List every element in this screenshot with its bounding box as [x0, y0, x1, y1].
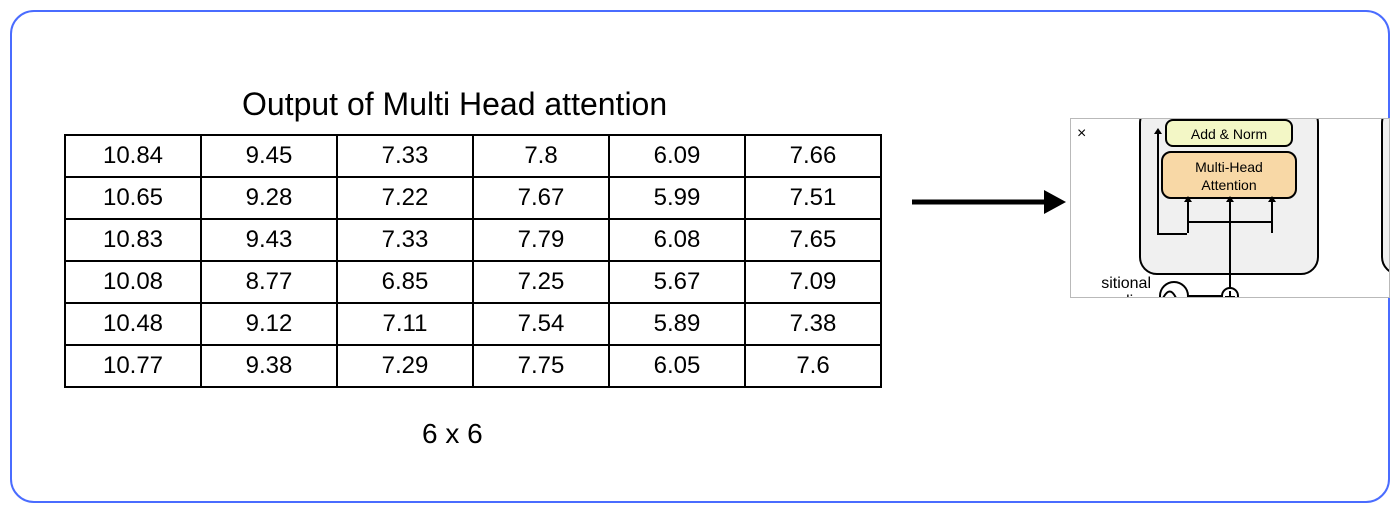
table-cell: 10.08 [65, 261, 201, 303]
pe-link [1187, 295, 1223, 297]
encoder-block-right [1381, 118, 1390, 275]
architecture-thumbnail: × Add & Norm Multi-Head Attention [1070, 118, 1390, 298]
table-cell: 6.09 [609, 135, 745, 177]
table-cell: 6.85 [337, 261, 473, 303]
table-row: 10.839.437.337.796.087.65 [65, 219, 881, 261]
table-cell: 7.33 [337, 135, 473, 177]
table-cell: 7.75 [473, 345, 609, 387]
positional-encoding-label: sitional coding [1081, 275, 1151, 298]
table-cell: 7.25 [473, 261, 609, 303]
fanout-line [1187, 221, 1273, 223]
table-cell: 10.77 [65, 345, 201, 387]
table-cell: 5.99 [609, 177, 745, 219]
table-cell: 7.8 [473, 135, 609, 177]
table-cell: 7.38 [745, 303, 881, 345]
mha-line2: Attention [1201, 177, 1256, 193]
table-cell: 6.05 [609, 345, 745, 387]
table-cell: 7.29 [337, 345, 473, 387]
residual-connection [1157, 133, 1159, 233]
add-norm-box: Add & Norm [1165, 119, 1293, 147]
table-cell: 7.11 [337, 303, 473, 345]
table-row: 10.779.387.297.756.057.6 [65, 345, 881, 387]
table-cell: 7.65 [745, 219, 881, 261]
matrix-body: 10.849.457.337.86.097.6610.659.287.227.6… [65, 135, 881, 387]
table-cell: 10.48 [65, 303, 201, 345]
table-cell: 7.33 [337, 219, 473, 261]
table-cell: 10.65 [65, 177, 201, 219]
matrix-dimensions: 6 x 6 [422, 418, 483, 450]
branch-arrow-v [1271, 201, 1273, 223]
table-cell: 8.77 [201, 261, 337, 303]
architecture-inner: Add & Norm Multi-Head Attention sitional [1070, 118, 1390, 298]
table-row: 10.849.457.337.86.097.66 [65, 135, 881, 177]
table-cell: 9.43 [201, 219, 337, 261]
figure-card: Output of Multi Head attention 10.849.45… [10, 10, 1390, 503]
table-cell: 5.67 [609, 261, 745, 303]
table-cell: 10.83 [65, 219, 201, 261]
add-icon [1221, 287, 1239, 298]
table-cell: 9.38 [201, 345, 337, 387]
table-cell: 7.51 [745, 177, 881, 219]
figure-title: Output of Multi Head attention [242, 86, 667, 123]
table-row: 10.088.776.857.255.677.09 [65, 261, 881, 303]
table-cell: 9.28 [201, 177, 337, 219]
mha-line1: Multi-Head [1195, 159, 1263, 175]
table-cell: 7.09 [745, 261, 881, 303]
multi-head-attention-box: Multi-Head Attention [1161, 151, 1297, 199]
branch-arrow-q [1187, 201, 1189, 223]
table-cell: 7.6 [745, 345, 881, 387]
table-cell: 9.12 [201, 303, 337, 345]
table-row: 10.659.287.227.675.997.51 [65, 177, 881, 219]
table-cell: 7.54 [473, 303, 609, 345]
table-row: 10.489.127.117.545.897.38 [65, 303, 881, 345]
table-cell: 10.84 [65, 135, 201, 177]
positional-encoding-icon [1159, 281, 1189, 298]
table-cell: 5.89 [609, 303, 745, 345]
table-cell: 7.66 [745, 135, 881, 177]
table-cell: 7.22 [337, 177, 473, 219]
table-cell: 7.67 [473, 177, 609, 219]
table-cell: 6.08 [609, 219, 745, 261]
points-to-arrow [908, 182, 1068, 222]
attention-output-table: 10.849.457.337.86.097.6610.659.287.227.6… [64, 134, 882, 388]
table-cell: 9.45 [201, 135, 337, 177]
table-cell: 7.79 [473, 219, 609, 261]
